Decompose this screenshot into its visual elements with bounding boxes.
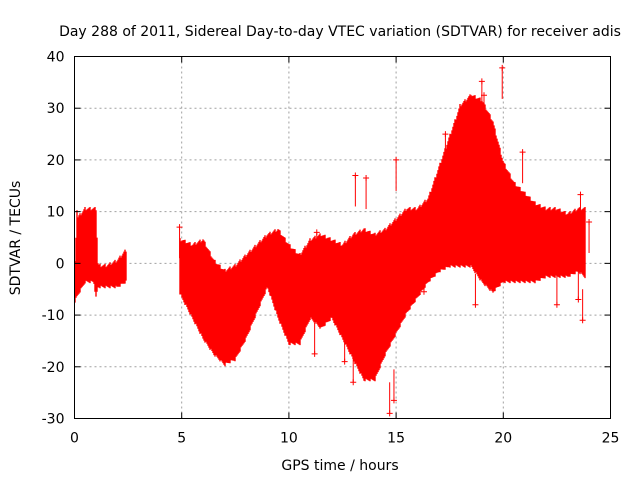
x-tick-label: 0 bbox=[70, 431, 79, 447]
plot-frame bbox=[74, 56, 611, 419]
data-layer bbox=[74, 64, 593, 417]
y-tick-label: 30 bbox=[47, 101, 65, 117]
x-tick-label: 5 bbox=[177, 431, 186, 447]
y-tick-label: 20 bbox=[47, 153, 65, 169]
axis-ticks: 0 5 10 15 20 25 -30 -20 -10 0 10 20 30 40 bbox=[42, 50, 620, 447]
x-tick-label: 20 bbox=[494, 431, 512, 447]
x-tick-label: 10 bbox=[280, 431, 298, 447]
y-tick-label: 40 bbox=[47, 50, 65, 66]
chart-title: Day 288 of 2011, Sidereal Day-to-day VTE… bbox=[59, 24, 621, 40]
y-tick-label: -30 bbox=[42, 412, 65, 428]
x-tick-label: 25 bbox=[602, 431, 620, 447]
data-band bbox=[74, 94, 586, 382]
y-axis-label: SDTVAR / TECUs bbox=[8, 181, 24, 296]
y-tick-label: 10 bbox=[47, 205, 65, 221]
x-axis-label: GPS time / hours bbox=[281, 458, 398, 474]
y-tick-label: 0 bbox=[56, 256, 65, 272]
y-tick-label: -10 bbox=[42, 308, 65, 324]
x-tick-label: 15 bbox=[387, 431, 405, 447]
y-tick-label: -20 bbox=[42, 360, 65, 376]
